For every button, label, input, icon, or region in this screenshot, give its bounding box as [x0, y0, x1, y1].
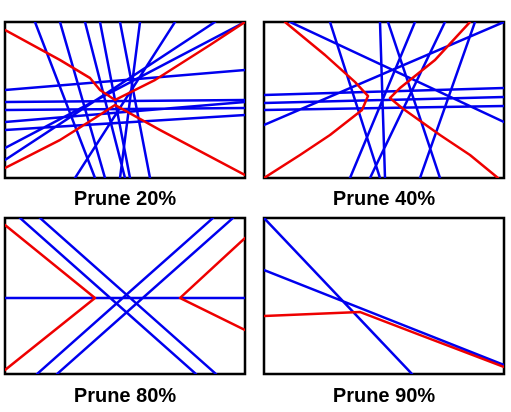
- blue-line: [5, 22, 217, 162]
- blue-line: [55, 218, 235, 374]
- panel-prune-40: Prune 40%: [262, 20, 506, 210]
- panel-prune-90: Prune 90%: [262, 216, 506, 407]
- blue-line: [38, 218, 218, 374]
- blue-line: [35, 218, 215, 374]
- red-curve: [388, 22, 500, 178]
- blue-line: [33, 22, 97, 178]
- panel-caption: Prune 80%: [74, 385, 176, 407]
- blue-line: [328, 22, 382, 178]
- red-curve: [5, 22, 245, 102]
- panel-caption: Prune 40%: [333, 188, 435, 210]
- blue-line: [368, 22, 447, 178]
- blue-line: [118, 22, 142, 178]
- blue-line: [264, 22, 504, 127]
- blue-line: [58, 22, 107, 178]
- blue-line: [118, 22, 152, 178]
- blue-line: [264, 268, 504, 367]
- blue-line: [386, 22, 442, 178]
- blue-line: [348, 22, 417, 178]
- blue-line: [5, 106, 245, 112]
- red-curve: [264, 310, 504, 369]
- blue-line: [264, 86, 504, 97]
- red-curve: [264, 22, 370, 178]
- panel-prune-80: Prune 80%: [3, 216, 247, 407]
- red-curve: [5, 103, 245, 177]
- blue-line: [5, 100, 245, 124]
- blue-line: [73, 22, 177, 178]
- blue-line: [264, 95, 504, 105]
- blue-line: [5, 22, 245, 150]
- blue-line: [83, 22, 127, 178]
- red-curve: [178, 236, 245, 332]
- blue-line: [264, 218, 414, 374]
- blue-line: [418, 22, 477, 178]
- panel-prune-20: Prune 20%: [3, 20, 247, 210]
- red-curve: [5, 223, 97, 372]
- blue-line: [288, 22, 504, 124]
- panel-caption: Prune 20%: [74, 188, 176, 210]
- blue-line: [18, 218, 198, 374]
- panel-caption: Prune 90%: [333, 385, 435, 407]
